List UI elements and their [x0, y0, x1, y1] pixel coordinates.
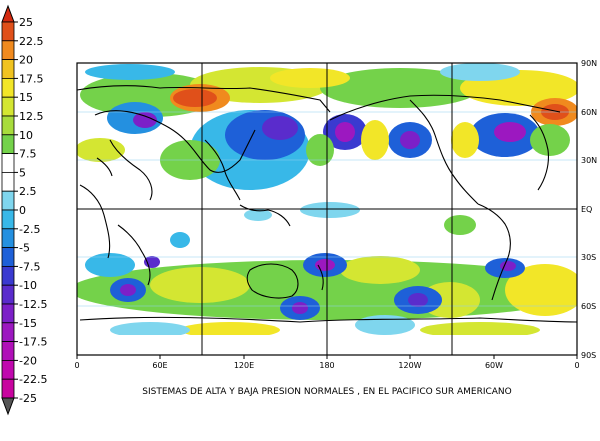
- lat-label-90s: 90S: [581, 351, 596, 360]
- colorbar-labels: 25 22.5 20 17.5 15 12.5 10 7.5 5 2.5 0 -2.5 -5 -7.5 -1…: [14, 16, 47, 405]
- colorbar-label: -7.5: [19, 260, 40, 273]
- lon-labels: 0 60E 120E 180 120W 60W 0: [74, 361, 579, 370]
- major-grid: [77, 63, 577, 355]
- lon-label-60e: 60E: [152, 361, 167, 370]
- colorbar-swatch: [1, 322, 15, 342]
- colorbar-swatch: [1, 21, 15, 42]
- colorbar-swatch: [1, 134, 15, 155]
- lon-label-60w: 60W: [485, 361, 503, 370]
- lat-label-30n: 30N: [581, 156, 597, 165]
- colorbar-label: -12.5: [19, 298, 47, 311]
- colorbar-swatch: [1, 153, 15, 173]
- colorbar-swatch: [1, 96, 15, 117]
- colorbar-swatch: [1, 190, 15, 211]
- colorbar-label: 20: [19, 54, 33, 67]
- colorbar-swatch: [1, 378, 15, 399]
- colorbar-label: 25: [19, 16, 33, 29]
- colorbar-swatches: [1, 21, 15, 399]
- colorbar-swatch: [1, 228, 15, 249]
- colorbar-swatch: [1, 359, 15, 380]
- colorbar-label: 22.5: [19, 35, 44, 48]
- colorbar-label: 15: [19, 91, 33, 104]
- colorbar-label: -17.5: [19, 336, 47, 349]
- lat-label-eq: EQ: [581, 205, 592, 214]
- colorbar-label: 17.5: [19, 72, 44, 85]
- lon-label-120e: 120E: [234, 361, 254, 370]
- colorbar-top-arrow: [1, 4, 15, 23]
- colorbar-label: 7.5: [19, 148, 37, 161]
- colorbar-label: -22.5: [19, 373, 47, 386]
- colorbar-swatch: [1, 303, 15, 324]
- colorbar-label: -10: [19, 279, 37, 292]
- lon-ticks: [76, 355, 578, 359]
- lat-label-90n: 90N: [581, 59, 597, 68]
- colorbar-swatch: [1, 171, 15, 192]
- lat-label-30s: 30S: [581, 253, 596, 262]
- lat-label-60s: 60S: [581, 302, 596, 311]
- colorbar-label: 12.5: [19, 110, 44, 123]
- colorbar-label: 0: [19, 204, 26, 217]
- colorbar-swatch: [1, 209, 15, 230]
- colorbar-label: -20: [19, 354, 37, 367]
- colorbar-bottom-arrow: [1, 397, 15, 416]
- colorbar-label: -25: [19, 392, 37, 405]
- colorbar-swatch: [1, 284, 15, 305]
- colorbar-swatch: [1, 341, 15, 361]
- map-panel: 90N 60N 30N EQ 30S 60S 90S 0 60E 120E 18…: [74, 59, 597, 370]
- lat-labels: 90N 60N 30N EQ 30S 60S 90S: [581, 59, 597, 360]
- lon-label-120w: 120W: [398, 361, 421, 370]
- colorbar-label: 10: [19, 129, 33, 142]
- colorbar-label: 5: [19, 166, 26, 179]
- colorbar-swatch: [1, 115, 15, 136]
- colorbar-label: -15: [19, 317, 37, 330]
- lat-label-60n: 60N: [581, 108, 597, 117]
- colorbar-swatch: [1, 78, 15, 98]
- lon-label-180: 180: [319, 361, 334, 370]
- colorbar-label: -2.5: [19, 223, 40, 236]
- colorbar-label: -5: [19, 242, 30, 255]
- colorbar-swatch: [1, 40, 15, 60]
- colorbar-swatch: [1, 247, 15, 267]
- colorbar-swatch: [1, 59, 15, 79]
- lon-label-0-left: 0: [74, 361, 79, 370]
- lon-label-0-right: 0: [574, 361, 579, 370]
- caption: SISTEMAS DE ALTA Y BAJA PRESION NORMALES…: [142, 387, 511, 397]
- colorbar-label: 2.5: [19, 185, 37, 198]
- colorbar: 25 22.5 20 17.5 15 12.5 10 7.5 5 2.5 0 -2.5 -5 -7.5 -1…: [1, 4, 47, 416]
- colorbar-swatch: [1, 265, 15, 286]
